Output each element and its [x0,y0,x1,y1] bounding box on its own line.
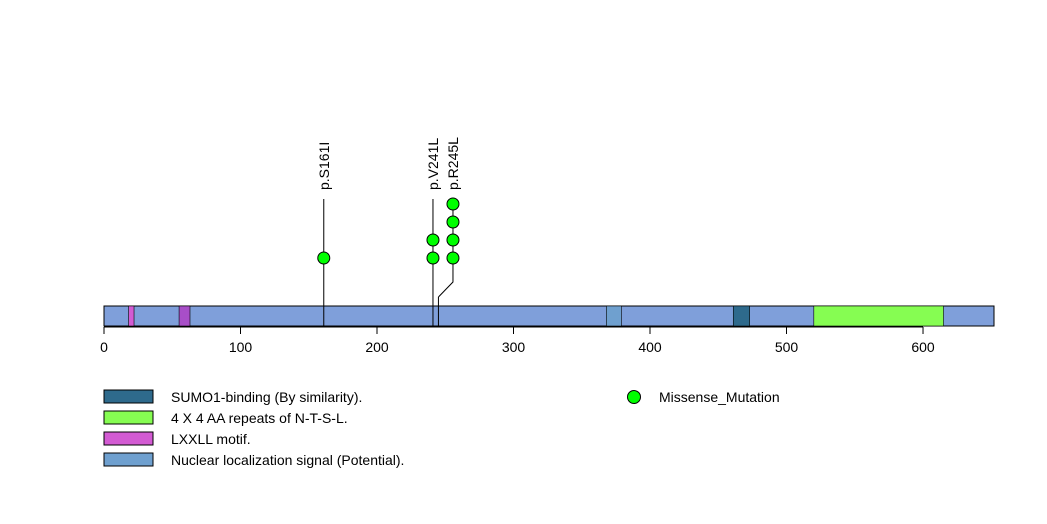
stem-pr245l [438,199,454,298]
legend-mutation-marker-1 [627,390,641,404]
x-tick-label-0: 0 [100,339,108,355]
x-tick-label-500: 500 [775,339,799,355]
x-tick-label-100: 100 [229,339,253,355]
legend-label-3: LXXLL motif. [171,431,251,447]
legend-label-2: 4 X 4 AA repeats of N-T-S-L. [171,410,348,426]
mutation-dot-pv241l-1 [426,251,440,265]
domain-5 [813,305,944,327]
domain-4 [732,305,750,327]
domain-3 [606,305,622,327]
mutation-dot-pv241l-2 [426,233,440,247]
legend-swatch-4 [103,452,154,467]
mutation-dot-pr245l-3 [446,215,460,229]
legend-label-1: SUMO1-binding (By similarity). [171,389,362,405]
x-axis: 0 100 200 300 400 500 600 [100,326,935,355]
mutation-dot-pr245l-1 [446,251,460,265]
protein-backbone-layer [103,305,995,327]
mutation-stems [323,199,454,326]
mutation-label-pv241l: p.V241L [425,138,441,190]
mutation-dot-pr245l-4 [446,197,460,211]
protein-backbone [103,305,995,327]
legend-swatch-1 [103,389,154,404]
legend-mutation-label-1: Missense_Mutation [659,389,780,405]
x-tick-label-400: 400 [638,339,662,355]
mutation-dot-pr245l-2 [446,233,460,247]
mutation-dot-ps161i-1 [317,251,331,265]
x-tick-label-200: 200 [365,339,389,355]
domain-layer [128,305,944,327]
mutation-label-ps161i: p.S161I [316,142,332,190]
x-tick-label-300: 300 [502,339,526,355]
mutation-label-pr245l: p.R245L [445,137,461,190]
legend: SUMO1-binding (By similarity). 4 X 4 AA r… [103,389,780,468]
legend-swatch-3 [103,431,154,446]
legend-swatch-2 [103,410,154,425]
domain-1 [128,305,135,327]
x-tick-label-600: 600 [911,339,935,355]
legend-label-4: Nuclear localization signal (Potential). [171,452,404,468]
mutation-markers: p.S161I p.V241L p.R245L [316,137,461,265]
domain-2 [178,305,191,327]
